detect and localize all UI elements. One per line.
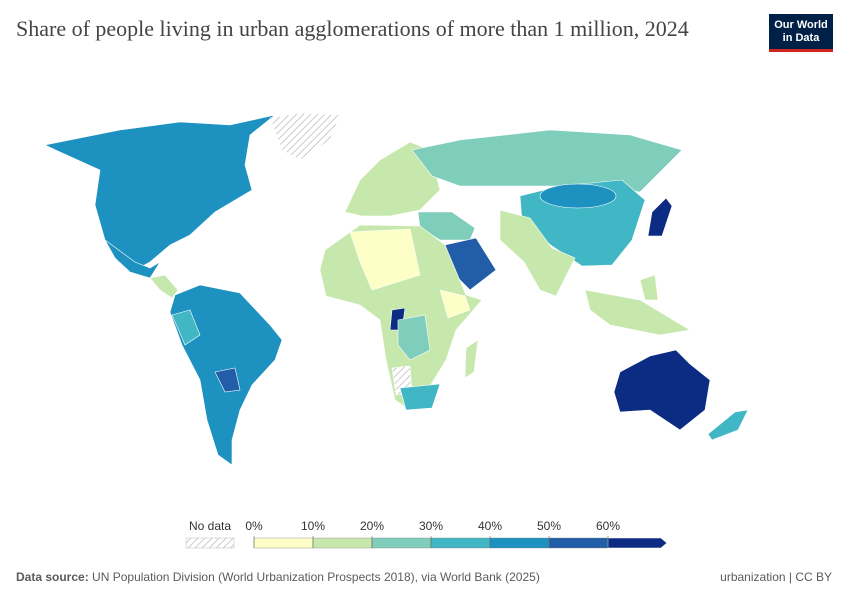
country	[584, 289, 691, 336]
country	[647, 197, 673, 237]
legend-tick-label: 60%	[596, 519, 620, 533]
legend-tick-label: 30%	[419, 519, 443, 533]
no-data-swatch	[185, 537, 235, 549]
legend-bin	[489, 537, 550, 549]
country	[707, 409, 749, 441]
country	[411, 129, 683, 193]
legend-bin	[253, 537, 314, 549]
legend-tick-label: 40%	[478, 519, 502, 533]
country	[171, 309, 201, 346]
country	[439, 289, 471, 319]
legend-bin	[312, 537, 373, 549]
source-text: UN Population Division (World Urbanizati…	[92, 570, 540, 584]
country	[349, 228, 421, 291]
legend-bin	[430, 537, 491, 549]
license[interactable]: urbanization | CC BY	[720, 570, 832, 584]
country	[44, 114, 276, 271]
logo-text: Our World	[774, 19, 828, 31]
legend-bin	[548, 537, 609, 549]
country	[269, 112, 341, 161]
country	[399, 383, 441, 411]
country	[613, 349, 711, 431]
source: Data source: UN Population Division (Wor…	[16, 570, 540, 584]
logo[interactable]: Our World in Data	[769, 14, 833, 52]
logo-text: in Data	[782, 32, 820, 44]
legend-tick-label: 0%	[245, 519, 263, 533]
country	[539, 183, 617, 209]
country	[499, 209, 576, 297]
legend-bin	[607, 537, 668, 549]
country	[639, 274, 659, 301]
legend-bin	[371, 537, 432, 549]
country	[397, 314, 431, 361]
no-data-label: No data	[189, 519, 231, 533]
source-label: Data source:	[16, 570, 89, 584]
country	[464, 339, 479, 379]
legend-tick-label: 50%	[537, 519, 561, 533]
chart-title: Share of people living in urban agglomer…	[16, 16, 689, 41]
countries	[44, 112, 749, 466]
country	[149, 274, 179, 299]
country	[104, 239, 161, 279]
legend-tick-label: 10%	[301, 519, 325, 533]
country	[214, 367, 241, 393]
legend-tick-label: 20%	[360, 519, 384, 533]
